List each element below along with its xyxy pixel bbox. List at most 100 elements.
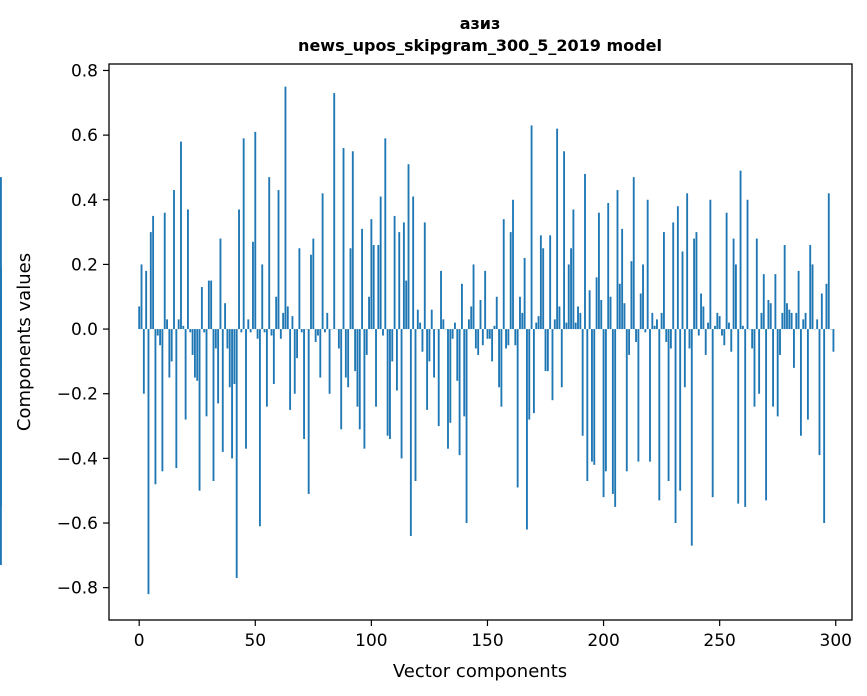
bar-69 (298, 248, 301, 330)
bar-147 (479, 299, 482, 330)
bar-220 (649, 329, 651, 462)
bar-20 (184, 329, 187, 420)
bar-63 (284, 86, 287, 330)
bar-6 (152, 215, 155, 330)
bar-130 (440, 270, 442, 330)
bar-159 (507, 329, 510, 346)
bar-180 (556, 128, 559, 330)
bar-33 (214, 329, 217, 349)
bar-41 (233, 329, 236, 385)
bar-246 (709, 199, 712, 330)
bar-165 (521, 312, 524, 330)
bar-16 (175, 329, 178, 469)
bar-138 (458, 329, 461, 456)
x-tick-label-1: 50 (244, 631, 266, 651)
bar-77 (317, 329, 319, 336)
bar-244 (704, 329, 707, 355)
bar-190 (579, 312, 582, 330)
bar-131 (442, 319, 445, 330)
bar-162 (514, 329, 517, 346)
bar-12 (166, 319, 168, 330)
bar-115 (405, 280, 408, 330)
bar-94 (356, 329, 359, 407)
bar-166 (523, 257, 526, 330)
bar-116 (407, 164, 410, 330)
bar-169 (530, 125, 533, 330)
bar-64 (286, 306, 289, 330)
bar-56 (268, 177, 271, 330)
bar-36 (221, 329, 224, 452)
bar-8 (156, 329, 159, 336)
bar-204 (611, 329, 614, 494)
bar-260 (741, 325, 744, 330)
bar-172 (537, 316, 540, 330)
bar-251 (721, 329, 723, 336)
bar-224 (658, 329, 661, 501)
bar-144 (472, 264, 475, 330)
bar-283 (795, 312, 798, 330)
bar-46 (245, 329, 247, 449)
bar-18 (180, 141, 182, 330)
bar-188 (574, 322, 577, 330)
bar-113 (400, 329, 403, 459)
bar-13 (168, 329, 171, 378)
bar-199 (600, 299, 603, 330)
bar-122 (421, 329, 424, 352)
bar-62 (282, 312, 285, 330)
bar-73 (307, 329, 310, 494)
bar-9 (159, 329, 162, 346)
bar-284 (797, 270, 800, 330)
bar-48 (249, 329, 252, 333)
bar-168 (528, 329, 531, 420)
bar-136 (454, 322, 456, 330)
x-tick-label-5: 250 (703, 631, 735, 651)
bar-170 (532, 329, 535, 414)
bar-223 (656, 319, 658, 330)
y-tick-label-3: −0.2 (57, 385, 98, 405)
bar-102 (375, 329, 377, 407)
bar-81 (326, 312, 329, 330)
bar-277 (781, 312, 784, 330)
bar-295 (823, 329, 826, 524)
bar-98 (365, 329, 368, 355)
bar-310 (0, 299, 2, 330)
bar-276 (779, 329, 781, 355)
bar-150 (486, 329, 489, 339)
bar-189 (577, 306, 579, 330)
bar-163 (516, 329, 519, 488)
bar-281 (790, 312, 793, 330)
bar-242 (700, 293, 703, 330)
bar-149 (484, 270, 487, 330)
bar-79 (321, 193, 324, 330)
bar-125 (428, 329, 431, 362)
bar-100 (370, 219, 373, 330)
y-tick-label-4: 0.0 (71, 320, 98, 340)
bar-2 (142, 329, 145, 394)
bar-299 (832, 329, 835, 352)
bar-217 (642, 264, 644, 330)
bar-86 (337, 329, 340, 349)
bar-76 (314, 329, 317, 342)
y-axis-ticks: −0.8 −0.6 −0.4 −0.2 0.0 0.2 0.4 0.6 0.8 (57, 61, 109, 599)
bar-145 (474, 329, 477, 349)
bar-30 (207, 280, 210, 330)
bar-245 (707, 322, 709, 330)
bar-84 (333, 93, 336, 330)
bar-249 (716, 312, 719, 330)
bar-235 (683, 329, 686, 388)
bar-67 (293, 329, 296, 394)
bar-177 (549, 235, 552, 330)
bar-114 (402, 222, 405, 330)
bar-129 (437, 329, 440, 427)
bar-200 (602, 329, 605, 498)
bar-11 (163, 212, 166, 330)
bar-248 (714, 325, 716, 330)
bar-3 (145, 270, 148, 330)
bar-88 (342, 148, 345, 330)
bar-239 (693, 238, 696, 330)
bar-270 (765, 329, 768, 501)
bar-173 (539, 235, 542, 330)
bar-35 (219, 238, 222, 330)
bar-146 (477, 329, 480, 355)
bar-89 (344, 329, 347, 378)
